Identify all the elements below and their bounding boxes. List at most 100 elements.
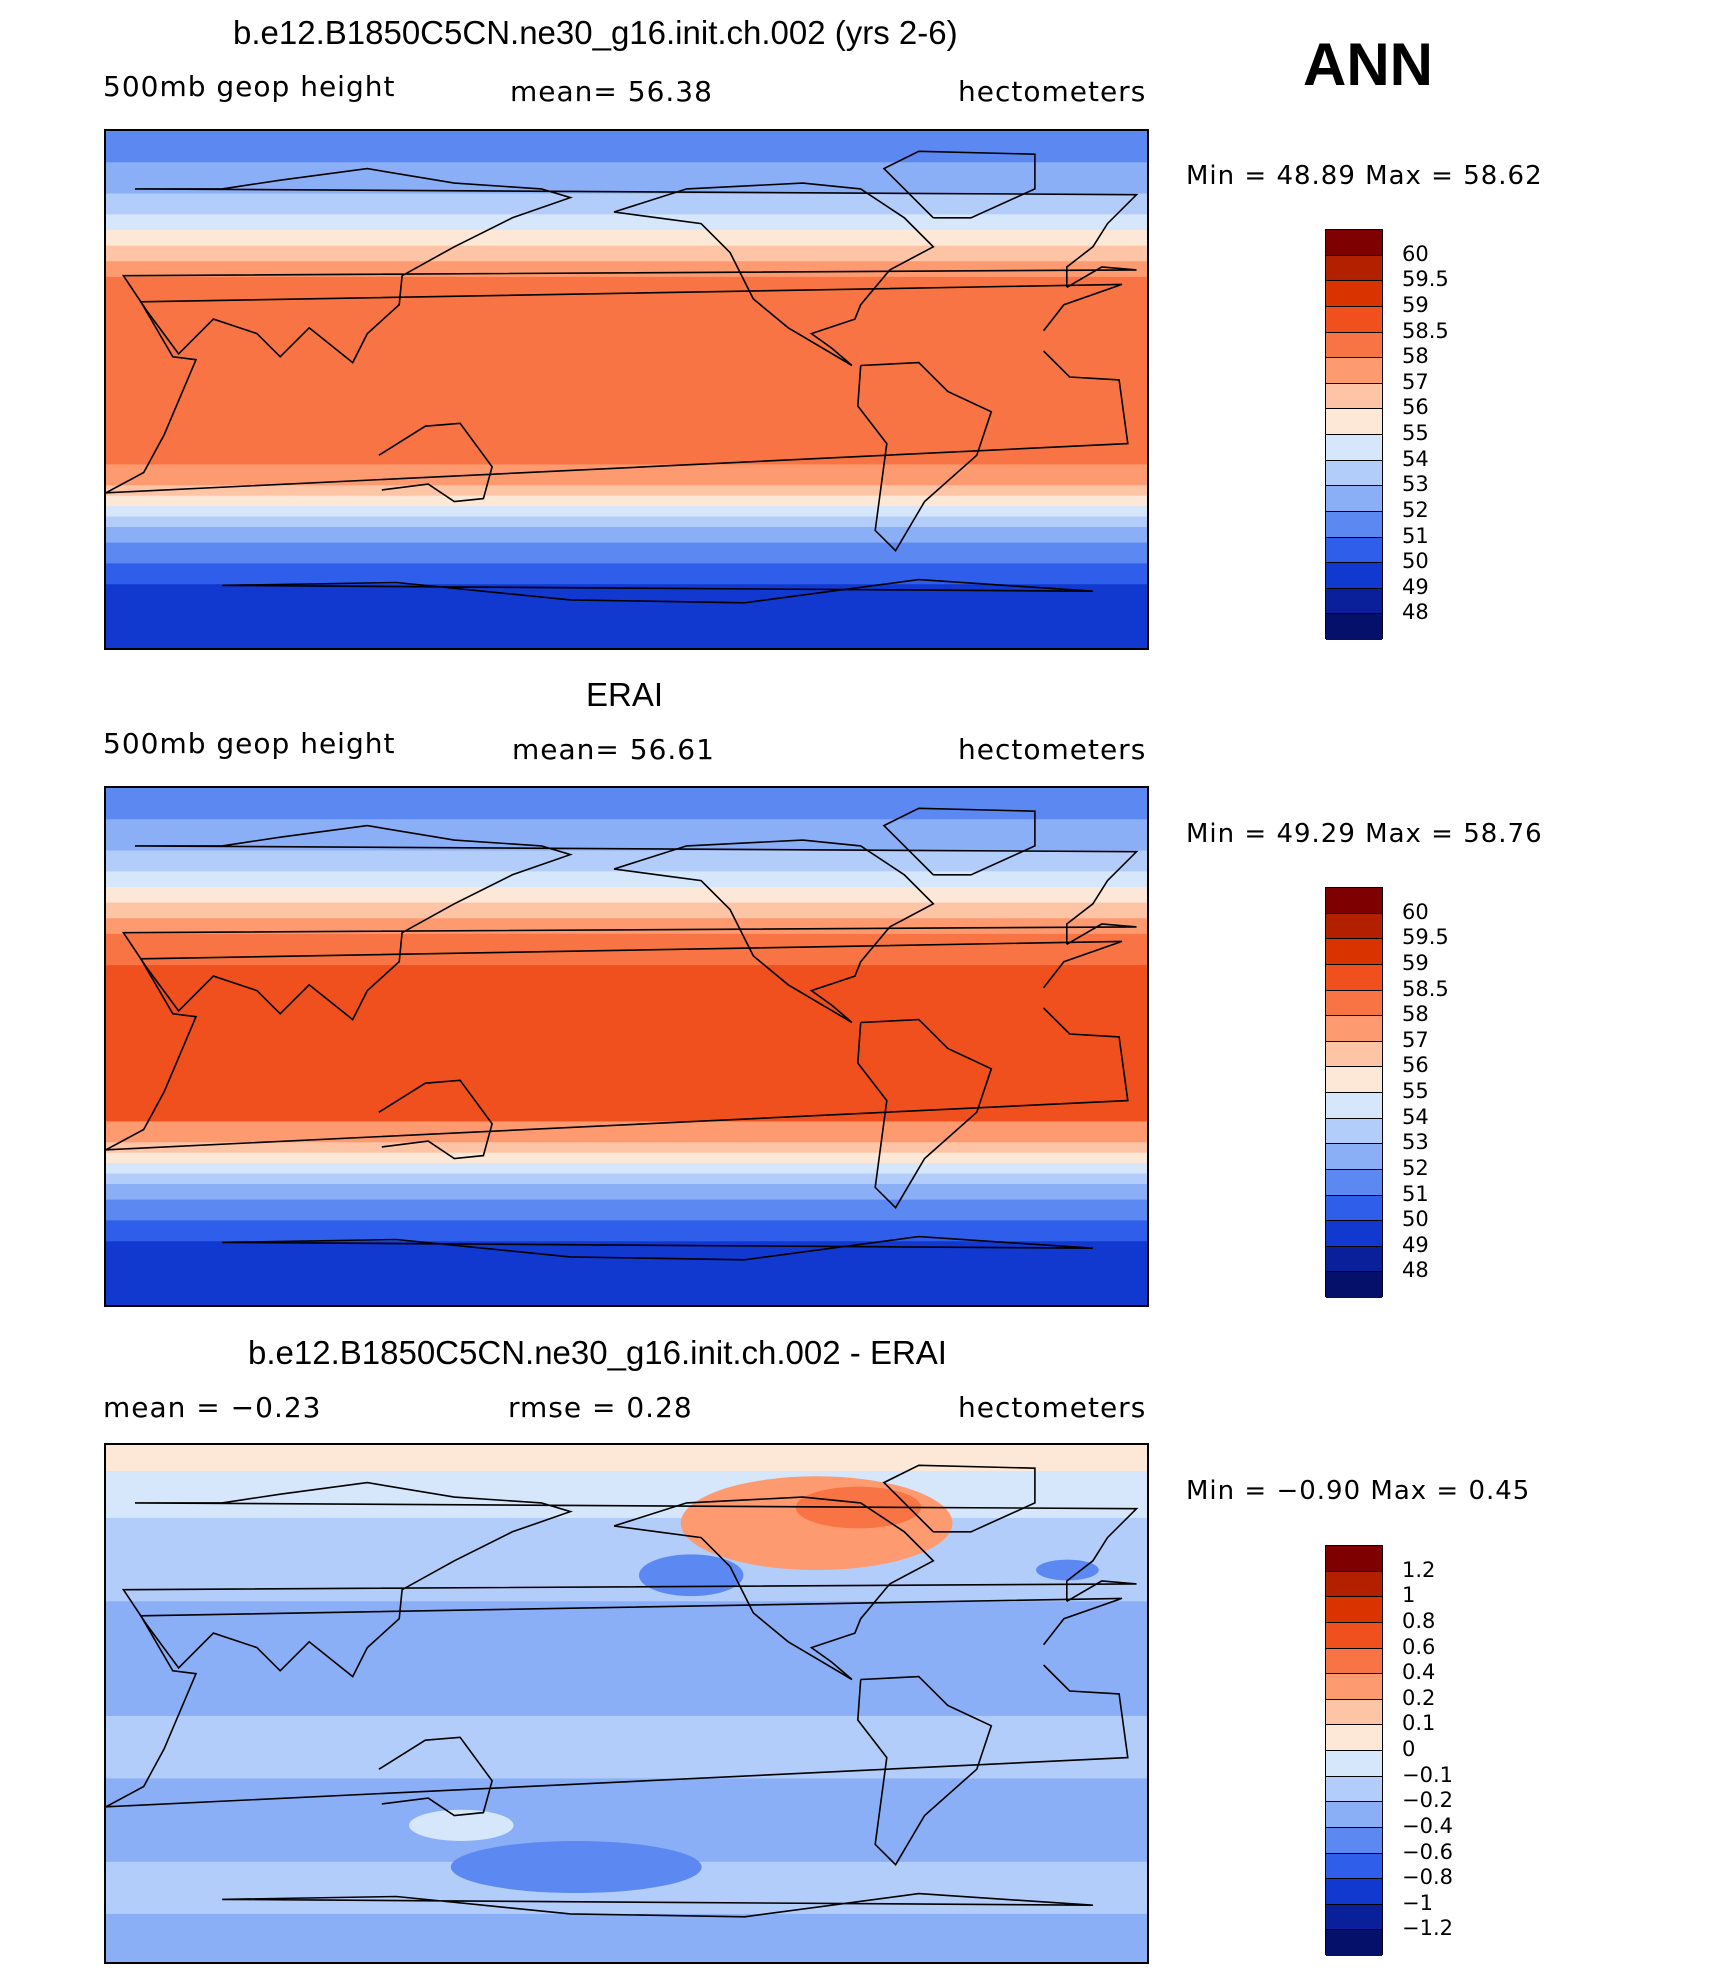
colorbar-swatch xyxy=(1326,511,1382,538)
colorbar-swatch xyxy=(1326,537,1382,564)
colorbar-tick-label: 50 xyxy=(1402,549,1429,574)
panel-3-units-label: hectometers xyxy=(958,1391,1147,1424)
colorbar-tick-label: 56 xyxy=(1402,395,1429,420)
colorbar-swatch xyxy=(1326,1272,1382,1298)
coastline xyxy=(378,1736,493,1817)
colorbar-swatch xyxy=(1326,939,1382,965)
colorbar-swatch xyxy=(1326,255,1382,282)
contour-band xyxy=(106,1241,1147,1305)
panel-2-units-label: hectometers xyxy=(958,733,1147,766)
colorbar-tick-label: 54 xyxy=(1402,446,1429,471)
contour-band xyxy=(106,516,1147,528)
contour-band xyxy=(106,871,1147,888)
colorbar-tick-label: 56 xyxy=(1402,1053,1429,1078)
coastline xyxy=(106,940,1129,1151)
colorbar-tick-label: 0.2 xyxy=(1402,1685,1436,1710)
panel-2-minmax: Min = 49.29 Max = 58.76 xyxy=(1186,819,1543,849)
colorbar-swatch xyxy=(1326,1597,1382,1623)
colorbar-tick-label: 53 xyxy=(1402,472,1429,497)
colorbar-swatch xyxy=(1326,1904,1382,1931)
contour-band xyxy=(106,1152,1147,1165)
coastline xyxy=(121,1481,1139,1678)
colorbar-swatch xyxy=(1326,1093,1382,1119)
colorbar-swatch xyxy=(1326,1571,1382,1598)
colorbar-swatch xyxy=(1326,1221,1382,1247)
contour-band xyxy=(106,850,1147,873)
anomaly-region xyxy=(680,1476,953,1571)
contour-band xyxy=(106,1715,1147,1780)
colorbar-swatch xyxy=(1326,1751,1382,1777)
colorbar-tick-label: 58.5 xyxy=(1402,318,1449,343)
panel-3-mean-label: mean = −0.23 xyxy=(103,1391,322,1424)
colorbar-tick-label: 54 xyxy=(1402,1104,1429,1129)
contour-band xyxy=(106,542,1147,565)
colorbar-swatch xyxy=(1326,1144,1382,1170)
panel-2-mean-label: mean= 56.61 xyxy=(512,733,715,766)
colorbar-swatch xyxy=(1326,964,1382,991)
colorbar-tick-label: 59 xyxy=(1402,950,1429,975)
anomaly-region xyxy=(409,1809,514,1841)
map-field xyxy=(106,788,1147,1305)
coastline xyxy=(882,807,1036,876)
colorbar-tick-label: −0.6 xyxy=(1402,1839,1453,1864)
colorbar-swatch xyxy=(1326,588,1382,615)
colorbar-swatch xyxy=(1326,409,1382,435)
colorbar-swatch xyxy=(1326,1827,1382,1854)
panel-1-title: b.e12.B1850C5CN.ne30_g16.init.ch.002 (yr… xyxy=(233,14,958,51)
colorbar-swatch xyxy=(1326,913,1382,940)
coastline xyxy=(106,1597,1129,1808)
colorbar-swatch xyxy=(1326,1169,1382,1196)
colorbar-tick-label: 58 xyxy=(1402,344,1429,369)
contour-band xyxy=(106,1220,1147,1243)
colorbar-tick-label: −0.1 xyxy=(1402,1762,1453,1787)
contour-band xyxy=(106,563,1147,586)
colorbar-tick-label: 59 xyxy=(1402,292,1429,317)
contour-band xyxy=(106,788,1147,821)
colorbar-swatch xyxy=(1326,1725,1382,1751)
colorbar-swatch xyxy=(1326,990,1382,1017)
season-label: ANN xyxy=(1303,31,1433,98)
contour-band xyxy=(106,1163,1147,1175)
colorbar-swatch xyxy=(1326,1622,1382,1649)
colorbar-swatch xyxy=(1326,1802,1382,1828)
colorbar-tick-label: 49 xyxy=(1402,1232,1429,1257)
coastline xyxy=(613,839,935,1024)
panel-1-units-label: hectometers xyxy=(958,75,1147,108)
panel-3-rmse-label: rmse = 0.28 xyxy=(508,1391,693,1424)
map-field xyxy=(106,131,1147,648)
contour-band xyxy=(106,1601,1147,1717)
panel-3-title: b.e12.B1850C5CN.ne30_g16.init.ch.002 - E… xyxy=(248,1334,947,1371)
colorbar-swatch xyxy=(1326,1195,1382,1222)
contour-band xyxy=(106,193,1147,216)
panel-1-colorbar xyxy=(1325,229,1383,640)
contour-band xyxy=(106,1199,1147,1222)
colorbar-tick-label: −1.2 xyxy=(1402,1916,1453,1941)
coastline xyxy=(121,167,1139,364)
colorbar-swatch xyxy=(1326,332,1382,359)
anomaly-region xyxy=(638,1554,744,1597)
coastline xyxy=(613,182,935,367)
coastline xyxy=(856,1018,993,1209)
coastline xyxy=(121,824,1139,1021)
coastline xyxy=(882,150,1036,219)
contour-band xyxy=(106,1173,1147,1185)
colorbar-swatch xyxy=(1326,1246,1382,1273)
colorbar-swatch xyxy=(1326,383,1382,410)
colorbar-tick-label: 52 xyxy=(1402,497,1429,522)
colorbar-tick-label: 57 xyxy=(1402,369,1429,394)
coastline xyxy=(856,361,993,552)
colorbar-swatch xyxy=(1326,1648,1382,1675)
contour-band xyxy=(106,229,1147,247)
colorbar-tick-label: 59.5 xyxy=(1402,267,1449,292)
anomaly-region xyxy=(1036,1559,1099,1581)
colorbar-swatch xyxy=(1326,1546,1382,1572)
contour-band xyxy=(106,886,1147,904)
colorbar-tick-label: 48 xyxy=(1402,1258,1429,1283)
contour-band xyxy=(106,1142,1147,1154)
coastline xyxy=(378,422,493,503)
anomaly-region xyxy=(450,1840,702,1894)
contour-band xyxy=(106,1471,1147,1519)
colorbar-tick-label: 1 xyxy=(1402,1583,1416,1608)
map-field xyxy=(106,1445,1147,1962)
colorbar-swatch xyxy=(1326,358,1382,384)
